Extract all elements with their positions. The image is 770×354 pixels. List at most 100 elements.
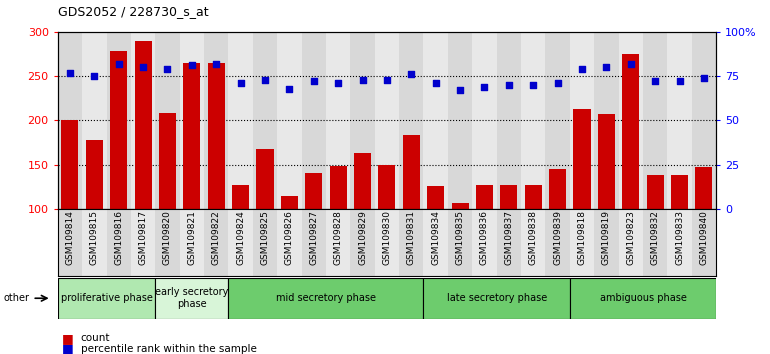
Text: GSM109830: GSM109830: [383, 210, 391, 265]
Text: mid secretory phase: mid secretory phase: [276, 293, 376, 303]
Text: GSM109839: GSM109839: [553, 210, 562, 265]
Text: percentile rank within the sample: percentile rank within the sample: [81, 344, 256, 354]
Bar: [253, 209, 277, 276]
Point: [527, 82, 539, 88]
Bar: [208, 63, 225, 209]
Bar: [424, 209, 448, 276]
Point: [259, 77, 271, 82]
Bar: [570, 32, 594, 209]
Bar: [302, 32, 326, 209]
Bar: [106, 209, 131, 276]
Point: [88, 73, 100, 79]
Bar: [229, 32, 253, 209]
Bar: [399, 32, 424, 209]
Bar: [330, 166, 346, 209]
Point: [503, 82, 515, 88]
Point: [551, 80, 564, 86]
Bar: [350, 209, 375, 276]
Bar: [110, 51, 127, 209]
Text: GSM109820: GSM109820: [163, 210, 172, 265]
Text: GSM109817: GSM109817: [139, 210, 148, 265]
Bar: [476, 185, 493, 209]
Point: [624, 61, 637, 67]
Bar: [277, 32, 302, 209]
Bar: [521, 209, 545, 276]
Bar: [424, 32, 448, 209]
Bar: [643, 32, 668, 209]
Bar: [497, 32, 521, 209]
Bar: [668, 209, 691, 276]
Text: GSM109822: GSM109822: [212, 210, 221, 265]
Bar: [545, 209, 570, 276]
Bar: [427, 186, 444, 209]
Bar: [232, 185, 249, 209]
Bar: [618, 32, 643, 209]
Text: GSM109815: GSM109815: [90, 210, 99, 265]
Text: count: count: [81, 333, 110, 343]
Text: ■: ■: [62, 332, 73, 344]
Bar: [106, 32, 131, 209]
Point: [430, 80, 442, 86]
Bar: [472, 209, 497, 276]
Text: late secretory phase: late secretory phase: [447, 293, 547, 303]
Bar: [695, 167, 712, 209]
Bar: [399, 209, 424, 276]
Bar: [497, 209, 521, 276]
Bar: [622, 54, 639, 209]
Point: [307, 79, 320, 84]
Text: GSM109816: GSM109816: [114, 210, 123, 265]
Text: GDS2052 / 228730_s_at: GDS2052 / 228730_s_at: [58, 5, 209, 18]
Point: [283, 86, 296, 91]
Bar: [691, 209, 716, 276]
Point: [649, 79, 661, 84]
Bar: [350, 32, 375, 209]
Bar: [326, 32, 350, 209]
Text: GSM109828: GSM109828: [333, 210, 343, 265]
Bar: [156, 278, 229, 319]
Text: GSM109836: GSM109836: [480, 210, 489, 265]
Bar: [643, 209, 668, 276]
Point: [186, 63, 198, 68]
Text: GSM109838: GSM109838: [529, 210, 537, 265]
Point: [332, 80, 344, 86]
Point: [64, 70, 76, 75]
Text: GSM109819: GSM109819: [602, 210, 611, 265]
Text: ambiguous phase: ambiguous phase: [600, 293, 686, 303]
Bar: [229, 209, 253, 276]
Bar: [375, 32, 399, 209]
Point: [112, 61, 125, 67]
Text: GSM109814: GSM109814: [65, 210, 75, 265]
Text: GSM109821: GSM109821: [187, 210, 196, 265]
Bar: [378, 165, 396, 209]
Bar: [570, 278, 716, 319]
Text: early secretory
phase: early secretory phase: [156, 287, 229, 309]
Bar: [156, 32, 179, 209]
Text: GSM109832: GSM109832: [651, 210, 660, 265]
Bar: [277, 209, 302, 276]
Point: [698, 75, 710, 81]
Bar: [58, 209, 82, 276]
Bar: [85, 140, 103, 209]
Text: GSM109829: GSM109829: [358, 210, 367, 265]
Bar: [156, 209, 179, 276]
Point: [161, 66, 173, 72]
Bar: [647, 175, 664, 209]
Bar: [594, 32, 618, 209]
Text: GSM109824: GSM109824: [236, 210, 245, 265]
Bar: [448, 209, 472, 276]
Bar: [179, 209, 204, 276]
Point: [576, 66, 588, 72]
Text: GSM109823: GSM109823: [626, 210, 635, 265]
Text: GSM109831: GSM109831: [407, 210, 416, 265]
Bar: [281, 195, 298, 209]
Bar: [131, 32, 156, 209]
Bar: [82, 209, 106, 276]
Bar: [179, 32, 204, 209]
Text: GSM109837: GSM109837: [504, 210, 514, 265]
Bar: [570, 209, 594, 276]
Text: GSM109835: GSM109835: [456, 210, 464, 265]
Bar: [159, 113, 176, 209]
Bar: [451, 202, 469, 209]
Point: [380, 77, 393, 82]
Bar: [574, 109, 591, 209]
